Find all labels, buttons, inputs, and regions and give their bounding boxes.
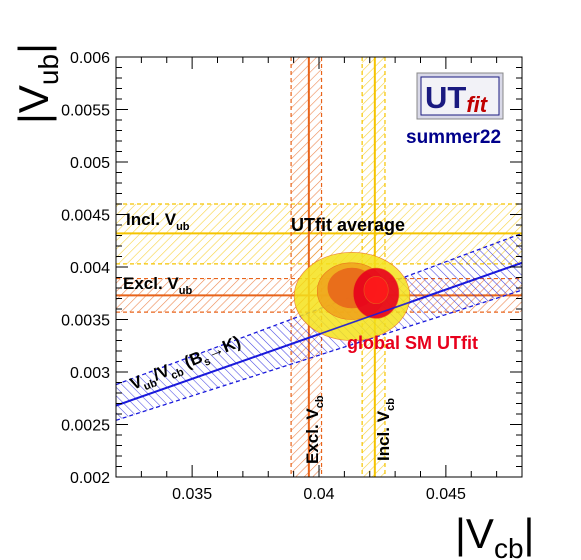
- ratio-band-lower-edge: [116, 289, 522, 421]
- logo-caption: summer22: [406, 127, 501, 148]
- x-tick-label: 0.045: [426, 486, 466, 503]
- y-tick-label: 0.0025: [61, 418, 110, 435]
- x-axis-title-main: |V: [455, 510, 494, 557]
- y-tick-label: 0.005: [70, 155, 110, 172]
- logo-text-main: UT: [425, 80, 466, 115]
- y-tick-label: 0.003: [70, 365, 110, 382]
- global-sm-label: global SM UTfit: [347, 333, 478, 353]
- x-axis-title: |Vcb|: [455, 510, 534, 560]
- x-axis-title-sub: cb: [494, 533, 524, 560]
- excl-vcb-label: Excl. Vcb: [303, 395, 326, 464]
- y-tick-label: 0.004: [70, 260, 110, 277]
- incl-vub-label: Incl. Vub: [126, 210, 190, 233]
- logo-text-italic: fit: [466, 92, 488, 117]
- y-axis-title-main: |V: [10, 85, 57, 124]
- utfit-logo: UTfit: [416, 72, 504, 120]
- global-sm-region-2: [363, 276, 389, 305]
- y-tick-label: 0.006: [70, 50, 110, 67]
- y-tick-label: 0.0045: [61, 208, 110, 225]
- utfit-average-label: UTfit average: [291, 215, 405, 235]
- y-axis-title: |Vub|: [10, 43, 64, 124]
- incl-vcb-label: Incl. Vcb: [374, 398, 397, 461]
- y-tick-label: 0.002: [70, 470, 110, 487]
- x-tick-label: 0.04: [303, 486, 334, 503]
- x-tick-label: 0.035: [172, 486, 212, 503]
- excl-vub-label: Excl. Vub: [123, 274, 192, 297]
- constraint-bands: [116, 57, 522, 477]
- y-tick-label: 0.0055: [61, 103, 110, 120]
- svg-text:UTfit: UTfit: [425, 80, 489, 117]
- axis-ticks: 0.035 0.04 0.045 0.002 0.0025 0.003 0.0035 0.00…: [61, 50, 523, 503]
- fit-regions: [116, 251, 522, 407]
- y-tick-label: 0.0035: [61, 313, 110, 330]
- ratio-band-central-overlay: [116, 262, 522, 407]
- ratio-band-upper-edge: [116, 232, 522, 386]
- y-axis-title-sub: ub: [33, 54, 64, 85]
